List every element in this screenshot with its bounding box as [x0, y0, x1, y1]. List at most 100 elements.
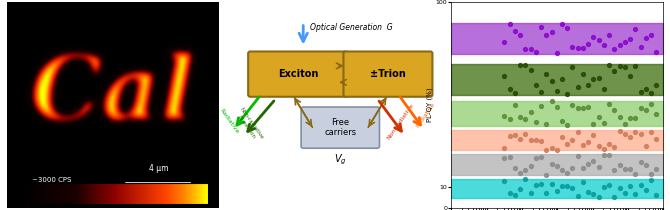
Point [620, 41, 630, 44]
Point [505, 192, 515, 195]
Point [624, 116, 635, 119]
Point [646, 130, 657, 134]
Point [578, 106, 588, 109]
Point [515, 33, 525, 37]
Point [583, 42, 594, 46]
Point [499, 114, 510, 118]
Point [567, 104, 578, 107]
Point [536, 182, 547, 185]
Point [531, 84, 541, 87]
Point [630, 131, 641, 134]
Point [520, 117, 531, 120]
Point [614, 129, 625, 133]
Point [515, 187, 525, 190]
Point [630, 28, 641, 31]
Point [551, 189, 562, 193]
Text: 4 μm: 4 μm [149, 164, 169, 173]
Point [505, 155, 515, 158]
Point [505, 134, 515, 137]
Point [536, 25, 547, 29]
Point [620, 192, 630, 195]
Point [499, 40, 510, 44]
Point [594, 115, 604, 118]
Text: Exciton: Exciton [278, 69, 318, 79]
Point [641, 189, 651, 192]
Point [510, 133, 521, 136]
Point [614, 163, 625, 166]
Point [620, 167, 630, 171]
Point [546, 146, 557, 150]
Point [499, 179, 510, 182]
Point [598, 147, 609, 150]
Point [531, 184, 541, 187]
Point [609, 69, 620, 72]
Point [594, 76, 604, 80]
Point [531, 156, 541, 160]
Point [598, 153, 609, 157]
Point [578, 167, 588, 170]
Point [499, 146, 510, 150]
Point [505, 88, 515, 91]
Point [604, 154, 614, 157]
Text: $V_g$: $V_g$ [334, 152, 346, 167]
Point [620, 132, 630, 135]
Point [583, 163, 594, 166]
Point [557, 135, 567, 139]
Point [551, 148, 562, 151]
Point [525, 192, 536, 195]
Point [572, 130, 583, 133]
Point [609, 47, 620, 51]
Point [614, 43, 625, 46]
Point [515, 115, 525, 118]
Point [614, 186, 625, 190]
Point [624, 184, 635, 187]
Point [614, 64, 625, 67]
Point [583, 140, 594, 143]
Point [609, 109, 620, 112]
FancyBboxPatch shape [248, 51, 348, 97]
Text: Radiative: Radiative [415, 102, 437, 129]
Point [609, 168, 620, 172]
Point [578, 143, 588, 147]
Point [641, 145, 651, 148]
Point [651, 193, 661, 197]
Point [551, 165, 562, 168]
Point [562, 142, 573, 146]
Point [520, 178, 531, 181]
Point [572, 46, 583, 50]
Point [583, 190, 594, 193]
Point [536, 156, 547, 159]
Point [572, 106, 583, 110]
Point [630, 173, 641, 176]
Point [567, 138, 578, 142]
Point [630, 116, 641, 119]
Point [635, 106, 646, 109]
Point [641, 108, 651, 112]
Point [614, 116, 625, 119]
Point [520, 133, 531, 136]
Point [557, 78, 567, 81]
Point [624, 38, 635, 41]
Point [583, 105, 594, 108]
Point [546, 30, 557, 33]
Point [510, 91, 521, 94]
Point [630, 64, 641, 68]
Point [525, 138, 536, 142]
Point [646, 92, 657, 95]
Point [562, 171, 573, 174]
Point [546, 163, 557, 166]
Point [541, 72, 551, 75]
Point [531, 120, 541, 124]
Point [531, 50, 541, 53]
Point [609, 196, 620, 199]
Point [598, 185, 609, 188]
Point [598, 43, 609, 46]
Point [620, 65, 630, 69]
Point [515, 64, 525, 67]
Point [598, 121, 609, 124]
Point [525, 68, 536, 71]
Point [541, 148, 551, 151]
Point [520, 169, 531, 172]
Point [635, 46, 646, 49]
Point [525, 47, 536, 50]
